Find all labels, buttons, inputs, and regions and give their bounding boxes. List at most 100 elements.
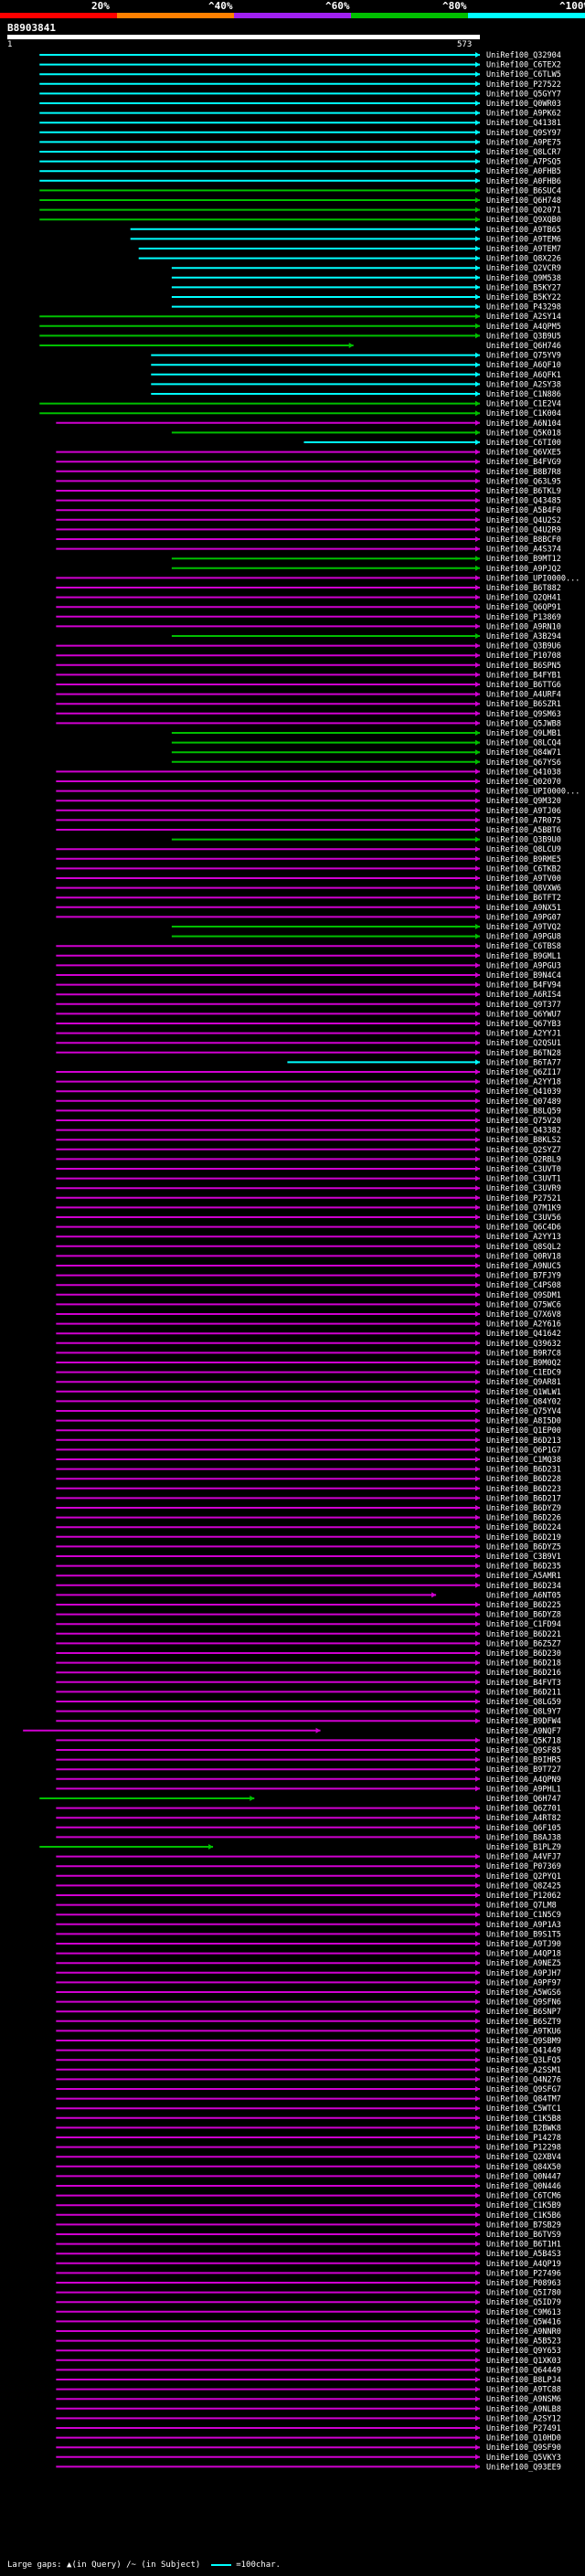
hit-label[interactable]: UniRef100_Q6ZI17 (486, 1068, 561, 1077)
hit-label[interactable]: UniRef100_Q75YV4 (486, 1407, 561, 1416)
hit-label[interactable]: UniRef100_Q41449 (486, 2047, 561, 2056)
hit-label[interactable]: UniRef100_P07369 (486, 1862, 561, 1871)
hit-label[interactable]: UniRef100_Q5VKY3 (486, 2454, 561, 2463)
hit-label[interactable]: UniRef100_P27496 (486, 2269, 561, 2278)
hit-label[interactable]: UniRef100_Q2VCR9 (486, 264, 561, 273)
hit-label[interactable]: UniRef100_Q10HD0 (486, 2434, 561, 2443)
hit-label[interactable]: UniRef100_Q02070 (486, 778, 561, 787)
hit-label[interactable]: UniRef100_C5WTC1 (486, 2104, 561, 2114)
hit-label[interactable]: UniRef100_A9PGU8 (486, 933, 561, 942)
hit-label[interactable]: UniRef100_Q39632 (486, 1340, 561, 1349)
hit-label[interactable]: UniRef100_Q3B9U5 (486, 332, 561, 341)
hit-label[interactable]: UniRef100_C1MQ38 (486, 1456, 561, 1465)
hit-label[interactable]: UniRef100_Q84W71 (486, 748, 561, 758)
hit-label[interactable]: UniRef100_A6QF10 (486, 361, 561, 370)
hit-label[interactable]: UniRef100_B6DYZ8 (486, 1611, 561, 1620)
hit-label[interactable]: UniRef100_A9TEM7 (486, 245, 561, 254)
hit-label[interactable]: UniRef100_Q9SF90 (486, 2443, 561, 2453)
hit-label[interactable]: UniRef100_A9P1A3 (486, 1921, 561, 1930)
hit-label[interactable]: UniRef100_Q3LFQ5 (486, 2056, 561, 2065)
hit-label[interactable]: UniRef100_A4URF4 (486, 691, 561, 700)
hit-label[interactable]: UniRef100_P12298 (486, 2144, 561, 2153)
hit-label[interactable]: UniRef100_C1N886 (486, 390, 561, 399)
hit-label[interactable]: UniRef100_Q84Y02 (486, 1397, 561, 1406)
hit-label[interactable]: UniRef100_A2SSM1 (486, 2066, 561, 2075)
hit-label[interactable]: UniRef100_Q4U2R9 (486, 525, 561, 535)
hit-label[interactable]: UniRef100_B6TTG6 (486, 681, 561, 690)
hit-label[interactable]: UniRef100_Q1XK03 (486, 2357, 561, 2366)
hit-label[interactable]: UniRef100_B6SUC4 (486, 186, 561, 196)
hit-label[interactable]: UniRef100_Q9XQB0 (486, 216, 561, 225)
hit-label[interactable]: UniRef100_Q2XBV4 (486, 2153, 561, 2162)
hit-label[interactable]: UniRef100_P13869 (486, 613, 561, 622)
hit-label[interactable]: UniRef100_C3UVT1 (486, 1175, 561, 1184)
hit-label[interactable]: UniRef100_A4QPM5 (486, 323, 561, 332)
hit-label[interactable]: UniRef100_Q0N446 (486, 2182, 561, 2191)
hit-label[interactable]: UniRef100_A5B4F0 (486, 506, 561, 515)
hit-label[interactable]: UniRef100_A9NLB8 (486, 2405, 561, 2414)
hit-label[interactable]: UniRef100_Q43382 (486, 1127, 561, 1136)
hit-label[interactable]: UniRef100_Q6H746 (486, 342, 561, 351)
hit-label[interactable]: UniRef100_B6D223 (486, 1485, 561, 1494)
hit-label[interactable]: UniRef100_A9TKU6 (486, 2027, 561, 2036)
hit-label[interactable]: UniRef100_B9DFW4 (486, 1717, 561, 1726)
hit-label[interactable]: UniRef100_B6D224 (486, 1523, 561, 1532)
hit-label[interactable]: UniRef100_A9PJH7 (486, 1969, 561, 1978)
hit-label[interactable]: UniRef100_B6D226 (486, 1514, 561, 1523)
hit-label[interactable]: UniRef100_Q84TM7 (486, 2095, 561, 2104)
hit-label[interactable]: UniRef100_B6D235 (486, 1563, 561, 1572)
hit-label[interactable]: UniRef100_B9R7C8 (486, 1349, 561, 1358)
hit-label[interactable]: UniRef100_B4FYB1 (486, 671, 561, 680)
hit-label[interactable]: UniRef100_A2SY12 (486, 2414, 561, 2423)
hit-label[interactable]: UniRef100_A6NT05 (486, 1591, 561, 1600)
hit-label[interactable]: UniRef100_C6TEX2 (486, 61, 561, 70)
hit-label[interactable]: UniRef100_Q2QSU1 (486, 1039, 561, 1048)
hit-label[interactable]: UniRef100_B4FVT3 (486, 1679, 561, 1688)
hit-label[interactable]: UniRef100_B8KLS2 (486, 1136, 561, 1145)
hit-label[interactable]: UniRef100_C9M613 (486, 2308, 561, 2317)
hit-label[interactable]: UniRef100_Q6VXE5 (486, 449, 561, 458)
hit-label[interactable]: UniRef100_A8I5D0 (486, 1417, 561, 1426)
hit-label[interactable]: UniRef100_Q8LCR7 (486, 148, 561, 157)
hit-label[interactable]: UniRef100_C6TCM6 (486, 2192, 561, 2201)
hit-label[interactable]: UniRef100_Q8LCU9 (486, 845, 561, 854)
hit-label[interactable]: UniRef100_Q8LCQ4 (486, 739, 561, 748)
hit-label[interactable]: UniRef100_Q07489 (486, 1097, 561, 1107)
hit-label[interactable]: UniRef100_A4QP19 (486, 2260, 561, 2269)
hit-label[interactable]: UniRef100_A7PSQ5 (486, 158, 561, 167)
hit-label[interactable]: UniRef100_Q6YWU7 (486, 1010, 561, 1019)
hit-label[interactable]: UniRef100_Q0N447 (486, 2172, 561, 2181)
hit-label[interactable]: UniRef100_Q5K718 (486, 1736, 561, 1745)
hit-label[interactable]: UniRef100_Q2RBL9 (486, 1155, 561, 1164)
hit-label[interactable]: UniRef100_Q6C4D6 (486, 1224, 561, 1233)
hit-label[interactable]: UniRef100_C3UVT0 (486, 1165, 561, 1174)
hit-label[interactable]: UniRef100_Q9SM63 (486, 710, 561, 719)
hit-label[interactable]: UniRef100_Q2PYQ1 (486, 1872, 561, 1882)
hit-label[interactable]: UniRef100_B6D225 (486, 1601, 561, 1610)
hit-label[interactable]: UniRef100_B6TA77 (486, 1058, 561, 1067)
hit-label[interactable]: UniRef100_Q6H748 (486, 196, 561, 206)
hit-label[interactable]: UniRef100_Q3B9U0 (486, 836, 561, 845)
hit-label[interactable]: UniRef100_C1EDC9 (486, 1369, 561, 1378)
hit-label[interactable]: UniRef100_Q84X50 (486, 2163, 561, 2172)
hit-label[interactable]: UniRef100_Q5JWB8 (486, 719, 561, 728)
hit-label[interactable]: UniRef100_P27522 (486, 80, 561, 90)
hit-label[interactable]: UniRef100_Q63L95 (486, 477, 561, 486)
hit-label[interactable]: UniRef100_Q9M538 (486, 274, 561, 283)
hit-label[interactable]: UniRef100_A9PK62 (486, 110, 561, 119)
hit-label[interactable]: UniRef100_Q9AR81 (486, 1378, 561, 1387)
hit-label[interactable]: UniRef100_Q8Z425 (486, 1882, 561, 1891)
hit-label[interactable]: UniRef100_B6T882 (486, 584, 561, 593)
hit-label[interactable]: UniRef100_Q9Y653 (486, 2347, 561, 2356)
hit-label[interactable]: UniRef100_B9GML1 (486, 952, 561, 961)
hit-label[interactable]: UniRef100_UPI0000... (486, 574, 580, 583)
hit-label[interactable]: UniRef100_Q8X226 (486, 255, 561, 264)
hit-label[interactable]: UniRef100_A5BBT6 (486, 826, 561, 835)
hit-label[interactable]: UniRef100_B8BCF0 (486, 535, 561, 545)
hit-label[interactable]: UniRef100_A9PGU3 (486, 961, 561, 970)
hit-label[interactable]: UniRef100_B6TN28 (486, 1049, 561, 1058)
hit-label[interactable]: UniRef100_Q41038 (486, 768, 561, 777)
hit-label[interactable]: UniRef100_B6TVS9 (486, 2231, 561, 2240)
hit-label[interactable]: UniRef100_Q1WLW1 (486, 1388, 561, 1397)
hit-label[interactable]: UniRef100_A5B4S3 (486, 2250, 561, 2259)
